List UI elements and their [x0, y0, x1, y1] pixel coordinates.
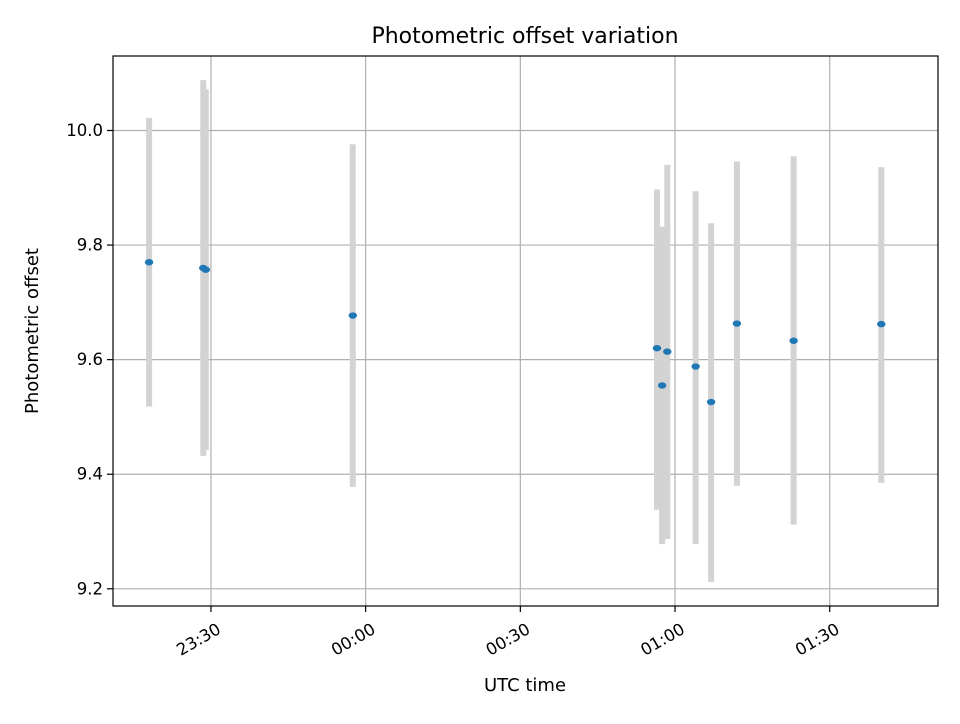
y-tick-label: 9.6 [77, 350, 103, 369]
data-point [691, 363, 700, 370]
data-points [144, 259, 886, 406]
data-point [144, 259, 154, 266]
data-point [706, 398, 716, 406]
y-axis-label: Photometric offset [22, 248, 43, 414]
data-point [657, 382, 667, 389]
plot-area [113, 56, 938, 606]
y-tick-label: 9.8 [77, 236, 103, 255]
data-point [201, 266, 211, 273]
data-point [732, 320, 742, 327]
data-point [652, 344, 662, 352]
x-axis-label: UTC time [484, 675, 566, 696]
data-point [877, 320, 886, 328]
data-point [789, 337, 798, 344]
y-tick-label: 9.2 [77, 579, 103, 598]
data-point [348, 312, 357, 319]
grid [113, 56, 938, 606]
chart-title: Photometric offset variation [371, 24, 678, 49]
axes-frame [112, 55, 939, 607]
data-point [663, 348, 672, 355]
y-axis-ticks: 9.2 9.4 9.6 9.8 10.0 [66, 121, 113, 598]
y-tick-label: 9.4 [77, 465, 103, 484]
y-tick-label: 10.0 [66, 121, 103, 140]
